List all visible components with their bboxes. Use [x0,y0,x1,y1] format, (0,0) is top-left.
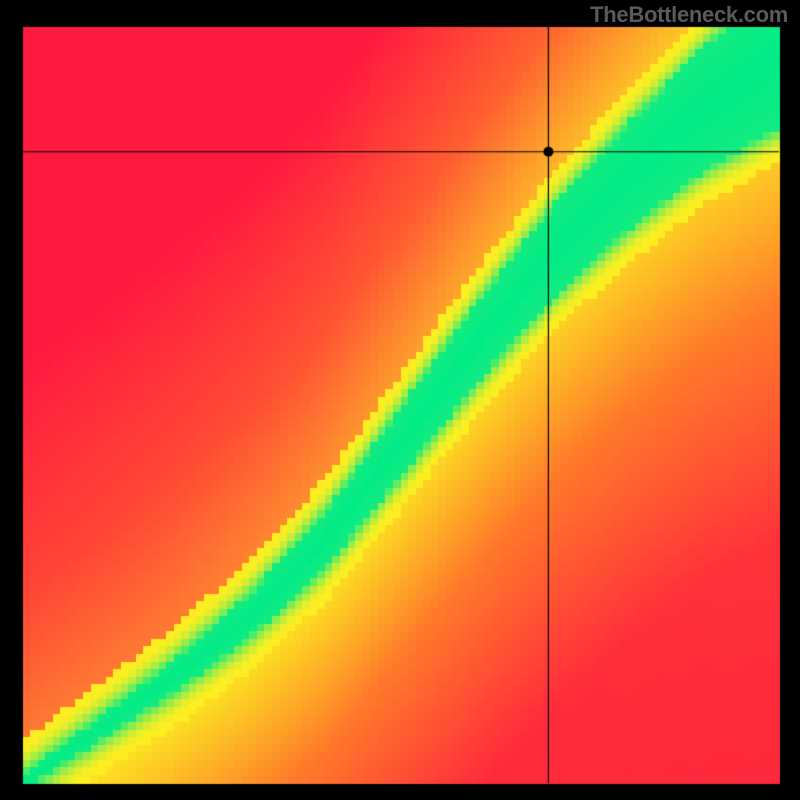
watermark-text: TheBottleneck.com [590,2,788,28]
heatmap-canvas [0,0,800,800]
chart-container: TheBottleneck.com [0,0,800,800]
